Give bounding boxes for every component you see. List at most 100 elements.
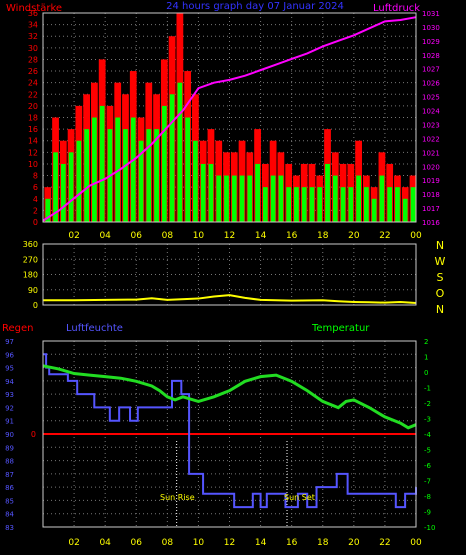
humidity-y-tick-label: 93	[5, 391, 14, 399]
hour-tick-label: 20	[348, 538, 360, 548]
compass-label: O	[436, 287, 445, 300]
hour-tick-label: 22	[379, 231, 390, 241]
wind-avg-bar	[53, 152, 58, 222]
wind-avg-bar	[60, 163, 66, 222]
hour-tick-label: 18	[317, 538, 329, 548]
pressure-y-tick-label: 1019	[422, 177, 440, 185]
compass-label: N	[436, 239, 444, 252]
wind-avg-bar	[325, 163, 330, 222]
wind-avg-bar	[270, 175, 276, 222]
wind-avg-bar	[146, 129, 152, 222]
hour-tick-label: 06	[131, 538, 143, 548]
pressure-line	[42, 16, 417, 222]
wind-avg-bar	[262, 187, 268, 222]
hour-tick-label: 02	[68, 538, 79, 548]
humidity-y-tick-label: 96	[5, 351, 14, 359]
wind-avg-bar	[363, 187, 369, 222]
wind-y-tick-label: 2	[33, 206, 38, 215]
sunset-label: Sun Set	[284, 493, 315, 502]
wind-avg-bar	[45, 198, 51, 222]
hour-tick-label: 10	[193, 231, 205, 241]
temperature-y-tick-label: -7	[424, 478, 431, 486]
wind-pressure-panel: 0246810121416182022242628303234361016101…	[28, 9, 441, 241]
wind-y-tick-label: 32	[28, 32, 38, 41]
compass-label: S	[437, 271, 444, 284]
hour-tick-label: 10	[193, 538, 205, 548]
temperature-y-tick-label: 2	[424, 338, 428, 346]
direction-y-tick-label: 270	[23, 255, 38, 264]
chart-title: 24 hours graph day 07 Januar 2024	[166, 1, 344, 12]
compass-label: W	[435, 255, 446, 268]
wind-avg-bar	[68, 152, 74, 222]
wind-avg-bar	[216, 175, 222, 222]
temperature-y-tick-label: -5	[424, 447, 431, 455]
wind-avg-bar	[123, 129, 128, 222]
humidity-y-tick-label: 94	[5, 378, 14, 386]
pressure-y-tick-label: 1024	[422, 108, 440, 116]
wind-avg-bar	[247, 175, 253, 222]
humidity-y-tick-label: 83	[5, 524, 14, 532]
hour-tick-label: 20	[348, 231, 360, 241]
wind-avg-bar	[278, 175, 284, 222]
temperature-y-tick-label: -9	[424, 509, 431, 517]
temperature-y-tick-label: -2	[424, 400, 431, 408]
direction-y-tick-label: 360	[23, 240, 38, 249]
wind-avg-bar	[193, 140, 198, 222]
wind-y-tick-label: 22	[28, 90, 38, 99]
wind-avg-bar	[317, 187, 323, 222]
humidity-y-tick-label: 91	[5, 418, 14, 426]
wind-avg-bar	[294, 187, 299, 222]
humidity-y-tick-label: 89	[5, 444, 14, 452]
wind-avg-bar	[92, 117, 97, 222]
wind-avg-bar	[348, 187, 354, 222]
pressure-y-tick-label: 1031	[422, 10, 440, 18]
hour-tick-label: 16	[286, 231, 298, 241]
wind-y-tick-label: 6	[33, 183, 38, 192]
humidity-label: Luftfeuchte	[66, 323, 123, 334]
wind-avg-bar	[410, 187, 416, 222]
humidity-y-tick-label: 84	[5, 511, 14, 519]
wind-avg-bar	[231, 175, 237, 222]
hour-tick-label: 14	[255, 538, 267, 548]
wind-y-tick-label: 14	[28, 137, 38, 146]
rain-label: Regen	[2, 323, 34, 334]
wind-avg-bar	[99, 105, 105, 222]
pressure-y-tick-label: 1030	[422, 24, 440, 32]
wind-avg-bar	[309, 187, 315, 222]
wind-axis-title: Windstärke	[6, 3, 62, 14]
wind-avg-bar	[130, 117, 136, 222]
pressure-y-tick-label: 1020	[422, 163, 440, 171]
wind-avg-bar	[356, 175, 361, 222]
wind-direction-line	[43, 294, 417, 304]
sunrise-label: Sun Rise	[160, 493, 195, 502]
humidity-line	[43, 353, 417, 509]
wind-y-tick-label: 20	[28, 102, 38, 111]
pressure-axis-title: Luftdruck	[373, 3, 420, 14]
humidity-y-tick-label: 90	[5, 431, 14, 439]
hour-tick-label: 04	[99, 231, 111, 241]
hour-tick-label: 16	[286, 538, 298, 548]
pressure-y-tick-label: 1028	[422, 52, 440, 60]
wind-avg-bar	[200, 163, 206, 222]
temperature-y-tick-label: -1	[424, 385, 431, 393]
wind-y-tick-label: 30	[28, 44, 38, 53]
direction-y-tick-label: 90	[28, 286, 38, 295]
pressure-y-tick-label: 1018	[422, 191, 440, 199]
temperature-y-tick-label: -6	[424, 462, 432, 470]
wind-avg-bar	[301, 187, 307, 222]
wind-avg-bar	[84, 129, 90, 222]
hour-tick-label: 22	[379, 538, 390, 548]
pressure-y-tick-label: 1026	[422, 80, 440, 88]
direction-y-tick-label: 0	[33, 301, 38, 310]
wind-avg-bar	[286, 187, 292, 222]
humidity-y-tick-label: 87	[5, 471, 14, 479]
hour-tick-label: 08	[162, 231, 174, 241]
rain-zero-label: 0	[31, 430, 36, 439]
hour-tick-label: 00	[410, 231, 422, 241]
hour-tick-label: 06	[131, 231, 143, 241]
direction-y-tick-label: 180	[23, 271, 38, 280]
pressure-y-tick-label: 1022	[422, 135, 440, 143]
compass-label: N	[436, 303, 444, 316]
wind-y-tick-label: 8	[33, 172, 38, 181]
